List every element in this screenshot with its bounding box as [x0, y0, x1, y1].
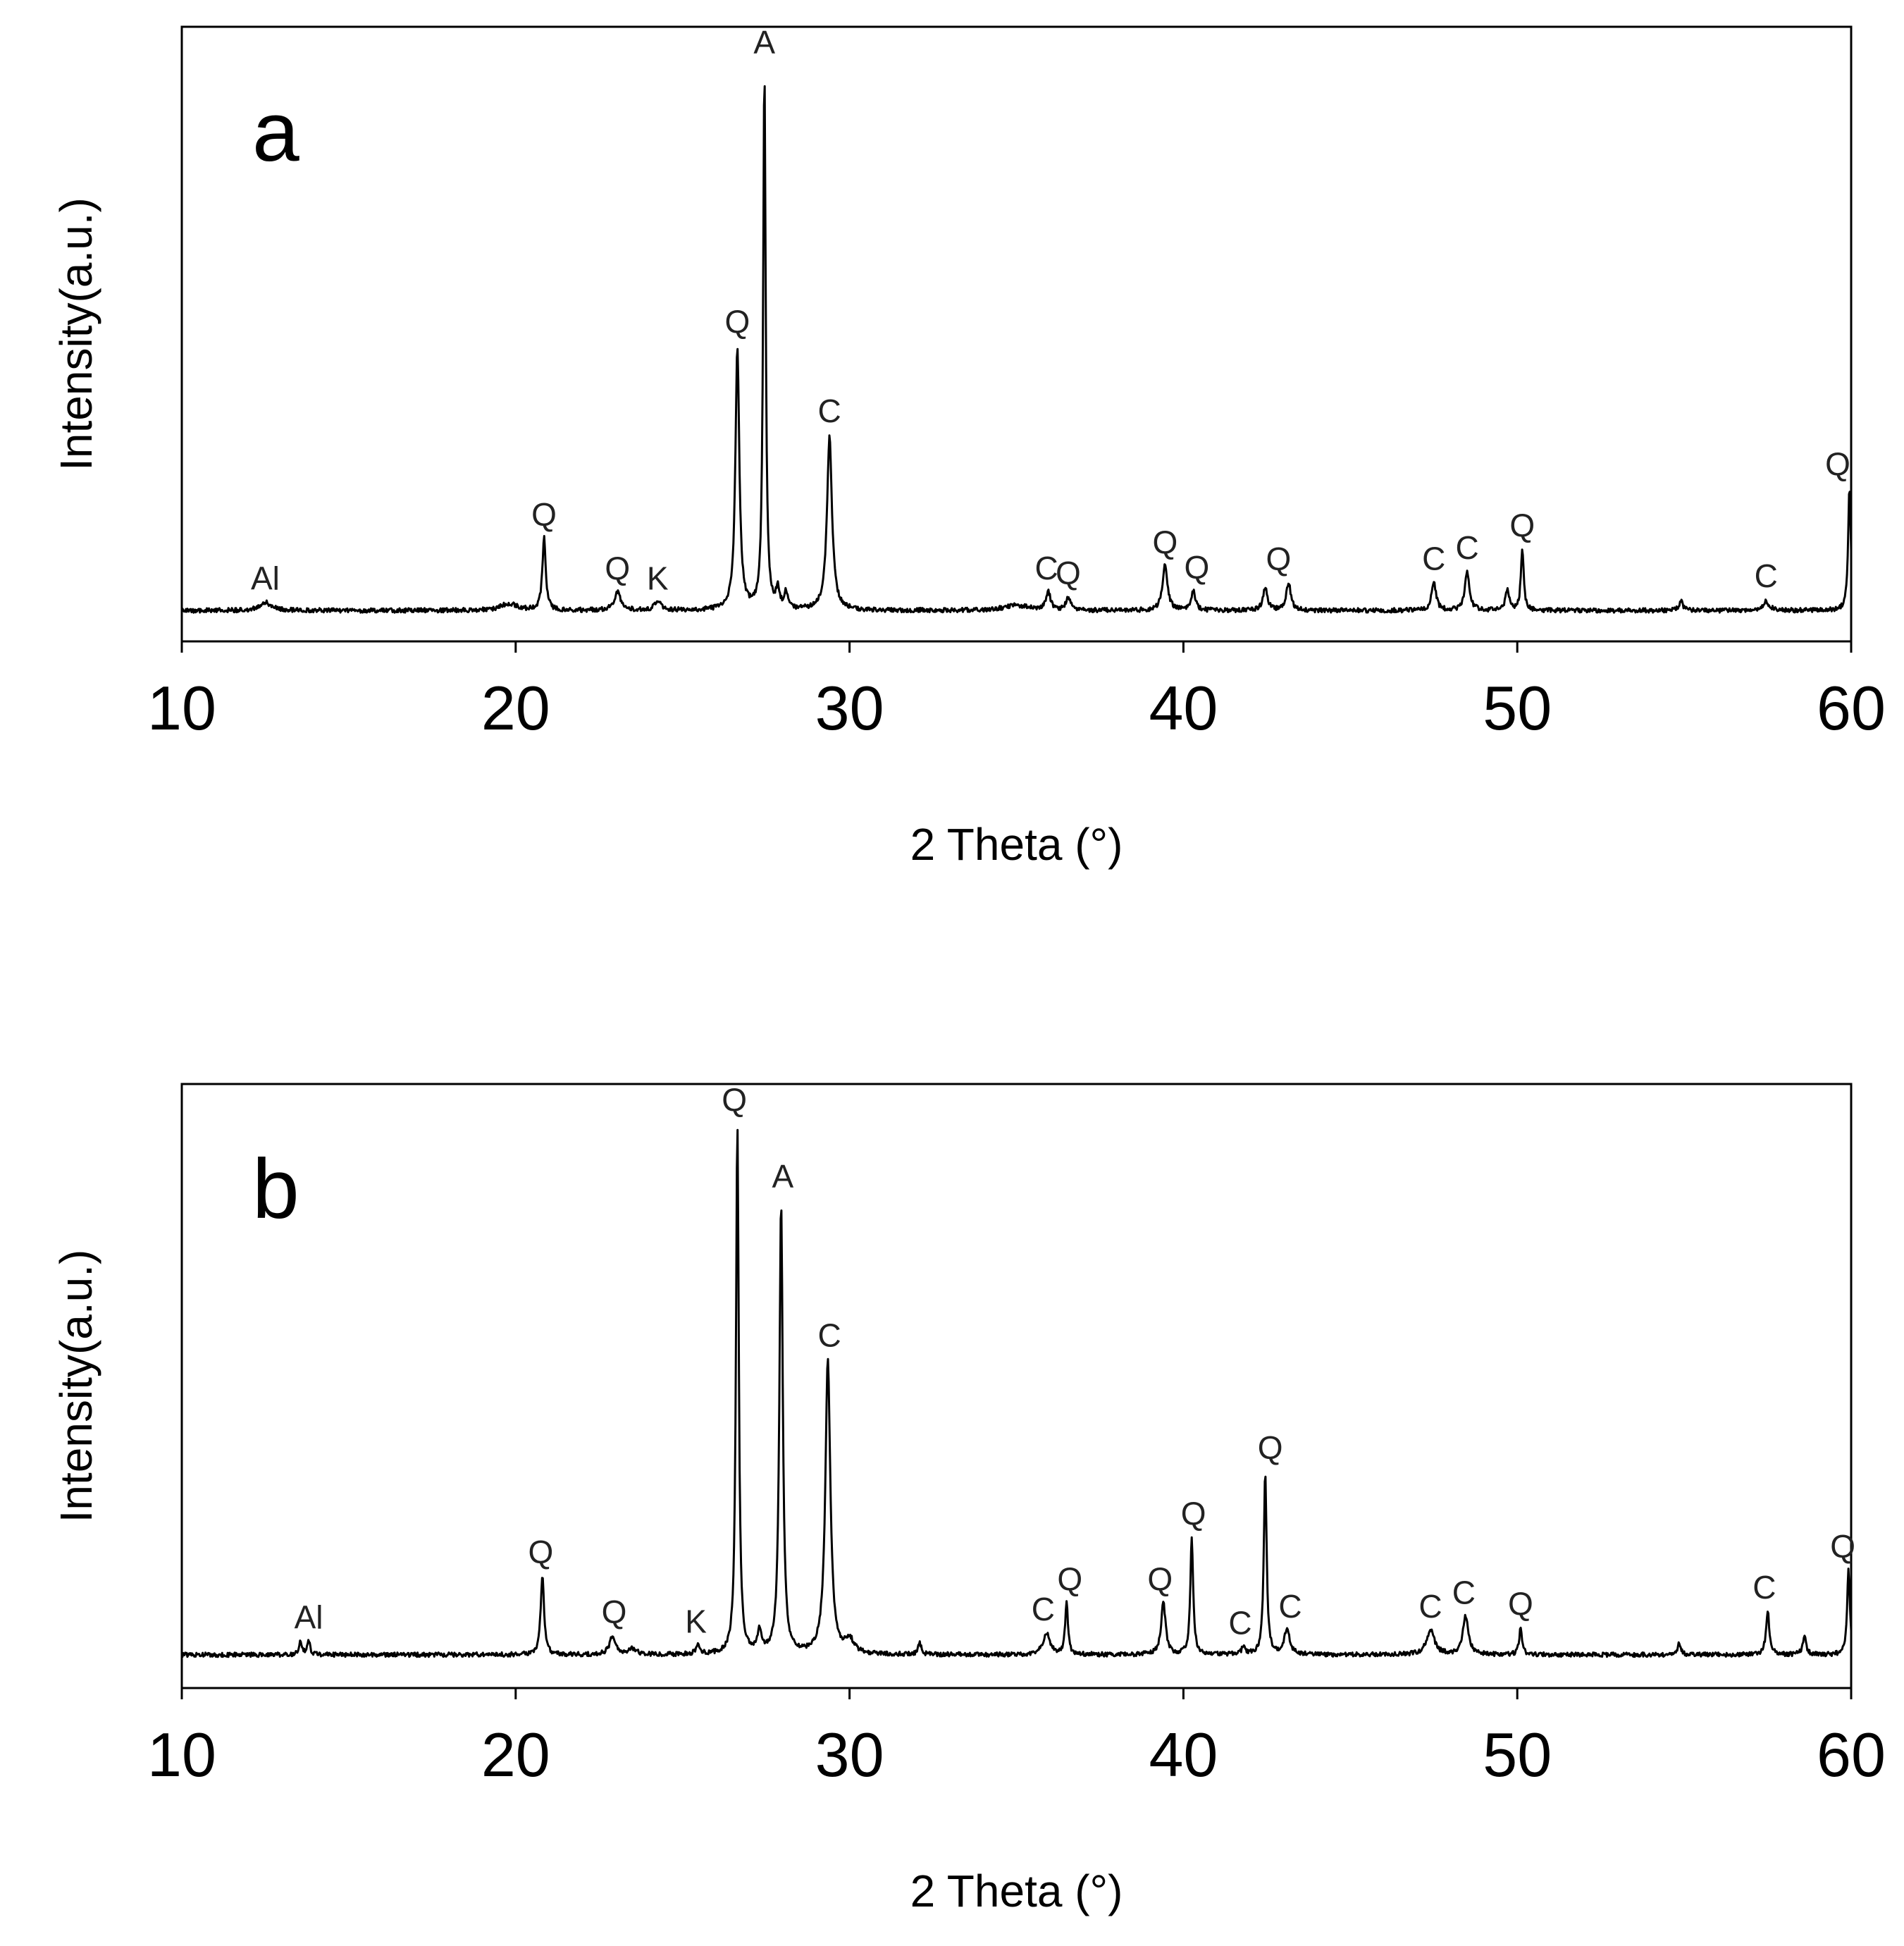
panel-letter: a [252, 85, 299, 179]
x-tick-label: 10 [147, 673, 216, 743]
peak-label: Q [1184, 549, 1209, 586]
peak-label: Q [1266, 541, 1292, 577]
peak-label: C [1755, 558, 1778, 594]
panel-b-chart: 10 20 30 40 50 60 2 Theta (°) Intensity(a.u.) b A… [51, 1081, 1886, 1916]
x-tick-label: 20 [481, 1720, 550, 1790]
peak-label: Q [1147, 1560, 1173, 1597]
peak-label: Al [295, 1599, 323, 1635]
peak-label: Q [1057, 1560, 1082, 1597]
peak-label: Al [251, 560, 280, 596]
x-tick-label: 30 [815, 673, 884, 743]
x-tick-label: 60 [1817, 673, 1886, 743]
panel-letter: b [252, 1142, 299, 1236]
peak-label: Q [602, 1594, 627, 1630]
x-axis-label: 2 Theta (°) [910, 819, 1123, 870]
peak-label: Q [1181, 1495, 1206, 1532]
diffraction-trace [181, 85, 1853, 614]
x-tick-label: 20 [481, 673, 550, 743]
peak-label: Q [1056, 554, 1081, 591]
peak-label: A [772, 1158, 793, 1195]
peak-label: C [1032, 1591, 1055, 1627]
plot-frame [180, 1083, 1853, 1689]
peak-label: C [1452, 1575, 1476, 1611]
peak-label: Q [1258, 1429, 1283, 1466]
peak-label: C [1418, 1588, 1442, 1625]
peak-label: Q [605, 550, 630, 586]
x-tick-label: 10 [147, 1720, 216, 1790]
x-tick-label: 50 [1483, 673, 1552, 743]
peak-label: K [685, 1603, 707, 1640]
x-tick-label: 40 [1149, 673, 1218, 743]
peak-label: Q [1152, 524, 1177, 560]
peak-label: C [1228, 1604, 1251, 1641]
plot-frame [180, 25, 1853, 643]
x-tick-label: 30 [815, 1720, 884, 1790]
peak-label: C [1278, 1588, 1302, 1625]
peak-label: Q [1830, 1527, 1855, 1564]
peak-label: C [1752, 1569, 1776, 1606]
x-tick-label: 40 [1149, 1720, 1218, 1790]
peak-label: C [818, 393, 841, 429]
peak-label: A [753, 24, 775, 61]
diffraction-trace [181, 1128, 1853, 1658]
x-tick-label: 60 [1817, 1720, 1886, 1790]
peak-label: K [647, 560, 669, 596]
panel-a-chart: 10 20 30 40 50 60 2 Theta (°) Intensity(a.u.) a A… [51, 24, 1886, 870]
peak-label: Q [531, 495, 557, 532]
peak-label: C [818, 1317, 841, 1353]
peak-label: Q [1509, 507, 1535, 543]
peak-label: Q [725, 303, 750, 340]
peak-label: Q [1508, 1585, 1533, 1622]
x-tick-label: 50 [1483, 1720, 1552, 1790]
y-axis-label: Intensity(a.u.) [51, 197, 101, 471]
x-axis-label: 2 Theta (°) [910, 1866, 1123, 1916]
y-axis-label: Intensity(a.u.) [51, 1250, 101, 1523]
peak-label: Q [528, 1533, 553, 1570]
peak-label: C [1035, 550, 1058, 586]
peak-label: C [1422, 541, 1445, 577]
peak-label: C [1456, 529, 1479, 566]
peak-label: Q [1825, 445, 1850, 482]
peak-label: Q [722, 1081, 747, 1118]
